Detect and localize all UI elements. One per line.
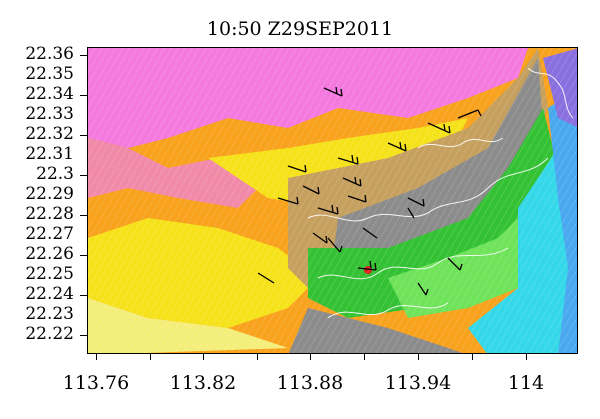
y-tick bbox=[80, 335, 87, 336]
plot-area bbox=[87, 47, 578, 354]
x-tick bbox=[257, 354, 258, 360]
y-tick-label: 22.33 bbox=[25, 104, 74, 124]
coastline-contours bbox=[307, 67, 574, 319]
x-tick bbox=[418, 354, 419, 360]
x-tick-label: 113.94 bbox=[384, 372, 452, 394]
y-tick-label: 22.27 bbox=[25, 224, 74, 244]
y-tick-label: 22.24 bbox=[25, 284, 74, 304]
weather-field-map bbox=[88, 48, 577, 353]
y-tick bbox=[80, 55, 87, 56]
y-tick-label: 22.35 bbox=[25, 64, 74, 84]
y-tick bbox=[80, 255, 87, 256]
x-tick bbox=[472, 354, 473, 360]
y-tick bbox=[80, 95, 87, 96]
x-tick-label: 113.76 bbox=[62, 372, 130, 394]
y-tick bbox=[80, 175, 87, 176]
y-tick-label: 22.23 bbox=[25, 304, 74, 324]
x-tick bbox=[96, 354, 97, 360]
y-tick-label: 22.36 bbox=[25, 44, 74, 64]
y-tick-label: 22.26 bbox=[25, 244, 74, 264]
y-tick-label: 22.25 bbox=[25, 264, 74, 284]
y-tick bbox=[80, 135, 87, 136]
y-tick-label: 22.34 bbox=[25, 84, 74, 104]
x-tick bbox=[203, 354, 204, 360]
y-tick-label: 22.3 bbox=[36, 164, 74, 184]
map-title: 10:50 Z29SEP2011 bbox=[206, 18, 394, 40]
y-tick bbox=[80, 215, 87, 216]
x-tick-label: 113.82 bbox=[169, 372, 237, 394]
y-tick-label: 22.22 bbox=[25, 324, 74, 344]
x-tick-label: 113.88 bbox=[276, 372, 344, 394]
x-tick bbox=[364, 354, 365, 360]
y-tick-label: 22.31 bbox=[25, 144, 74, 164]
x-tick-label: 114 bbox=[507, 372, 545, 394]
wind-barbs bbox=[257, 86, 482, 296]
x-tick bbox=[150, 354, 151, 360]
x-tick bbox=[526, 354, 527, 360]
y-tick-label: 22.32 bbox=[25, 124, 74, 144]
y-tick-label: 22.28 bbox=[25, 204, 74, 224]
y-tick-label: 22.29 bbox=[25, 184, 74, 204]
y-tick bbox=[80, 295, 87, 296]
x-tick bbox=[310, 354, 311, 360]
